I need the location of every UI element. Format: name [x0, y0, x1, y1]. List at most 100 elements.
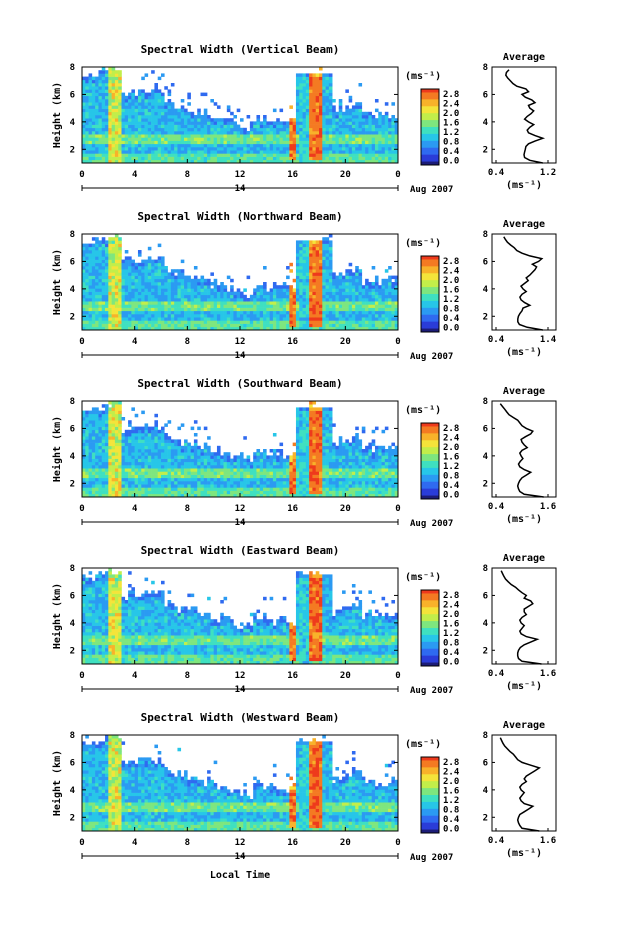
colorbar-tick-label: 1.6 [443, 285, 459, 295]
avg-x-tick-label: 1.6 [540, 836, 556, 846]
avg-x-tick-label: 0.4 [488, 502, 505, 512]
avg-y-tick-label: 8 [483, 564, 488, 574]
avg-y-tick-label: 8 [483, 397, 488, 407]
date-label: Aug 2007 [410, 853, 453, 863]
average-units: (ms⁻¹) [506, 848, 542, 859]
colorbar-tick-label: 2.0 [443, 276, 459, 286]
y-tick-label: 2 [70, 312, 75, 322]
colorbar-tick-label: 0.8 [443, 638, 459, 648]
avg-y-tick-label: 6 [483, 257, 488, 267]
colorbar-units: (ms⁻¹) [405, 739, 441, 750]
average-title: Average [503, 219, 545, 230]
avg-x-tick-label: 0.4 [488, 669, 505, 679]
colorbar [421, 757, 439, 833]
colorbar-tick-label: 2.4 [443, 433, 460, 443]
colorbar-tick-label: 2.4 [443, 99, 460, 109]
panel-4: Spectral Width (Eastward Beam)2468Height… [51, 544, 556, 696]
panel-title: Spectral Width (Vertical Beam) [141, 43, 340, 56]
colorbar-tick-label: 1.2 [443, 629, 459, 639]
avg-x-tick-label: 1.2 [540, 168, 556, 178]
colorbar-tick-label: 2.8 [443, 591, 459, 601]
x-tick-label: 20 [340, 838, 351, 848]
average-title: Average [503, 52, 545, 63]
colorbar-units: (ms⁻¹) [405, 238, 441, 249]
y-tick-label: 6 [70, 424, 75, 434]
avg-x-tick-label: 1.6 [540, 502, 556, 512]
avg-y-tick-label: 2 [483, 646, 488, 656]
y-axis-label: Height (km) [51, 583, 63, 649]
y-tick-label: 4 [70, 285, 76, 295]
x-tick-label: 8 [185, 838, 190, 848]
x-tick-label: 20 [340, 337, 351, 347]
avg-y-tick-label: 4 [483, 118, 489, 128]
x-tick-label: 8 [185, 337, 190, 347]
colorbar [421, 89, 439, 165]
colorbar [421, 423, 439, 499]
heatmap [82, 401, 398, 497]
y-axis-label: Height (km) [51, 416, 63, 482]
colorbar-tick-label: 0.4 [443, 815, 460, 825]
colorbar-tick-label: 2.4 [443, 266, 460, 276]
x-tick-label: 20 [340, 504, 351, 514]
avg-y-tick-label: 6 [483, 90, 488, 100]
colorbar-tick-label: 2.0 [443, 109, 459, 119]
colorbar-tick-label: 2.0 [443, 443, 459, 453]
avg-y-tick-label: 2 [483, 479, 488, 489]
avg-y-tick-label: 8 [483, 230, 488, 240]
y-axis-label: Height (km) [51, 750, 63, 816]
avg-y-tick-label: 8 [483, 731, 488, 741]
colorbar-tick-label: 0.0 [443, 657, 459, 667]
date-day-label: 14 [235, 351, 246, 361]
colorbar-tick-label: 2.8 [443, 758, 459, 768]
colorbar [421, 256, 439, 332]
panel-title: Spectral Width (Northward Beam) [137, 210, 342, 223]
average-line [500, 404, 543, 497]
avg-x-tick-label: 0.4 [488, 836, 505, 846]
average-frame [492, 234, 556, 330]
x-tick-label: 20 [340, 671, 351, 681]
panel-title: Spectral Width (Westward Beam) [141, 711, 340, 724]
y-axis-label: Height (km) [51, 82, 63, 148]
x-tick-label: 8 [185, 671, 190, 681]
average-line [504, 237, 543, 330]
average-line [506, 70, 543, 163]
x-tick-label: 12 [235, 170, 246, 180]
y-tick-label: 6 [70, 591, 75, 601]
y-tick-label: 8 [70, 731, 75, 741]
heatmap [82, 568, 398, 664]
colorbar [421, 590, 439, 666]
colorbar-tick-label: 2.8 [443, 424, 459, 434]
y-tick-label: 2 [70, 145, 75, 155]
x-tick-label: 4 [132, 337, 138, 347]
y-tick-label: 4 [70, 619, 76, 629]
average-units: (ms⁻¹) [506, 347, 542, 358]
x-tick-label: 0 [79, 671, 84, 681]
panel-5: Spectral Width (Westward Beam)2468Height… [51, 711, 556, 863]
average-units: (ms⁻¹) [506, 514, 542, 525]
y-tick-label: 4 [70, 786, 76, 796]
x-tick-label: 16 [287, 170, 298, 180]
date-day-label: 14 [235, 518, 246, 528]
x-tick-label: 4 [132, 671, 138, 681]
x-tick-label: 20 [340, 170, 351, 180]
date-label: Aug 2007 [410, 185, 453, 195]
x-tick-label: 0 [79, 337, 84, 347]
panel-2: Spectral Width (Northward Beam)2468Heigh… [51, 210, 557, 362]
colorbar-tick-label: 0.0 [443, 824, 459, 834]
x-tick-label: 4 [132, 170, 138, 180]
average-frame [492, 67, 556, 163]
date-label: Aug 2007 [410, 352, 453, 362]
panel-title: Spectral Width (Southward Beam) [137, 377, 342, 390]
colorbar-tick-label: 0.8 [443, 805, 459, 815]
heatmap [82, 67, 398, 163]
x-tick-label: 0 [395, 671, 400, 681]
colorbar-tick-label: 2.0 [443, 777, 459, 787]
y-tick-label: 2 [70, 479, 75, 489]
colorbar-tick-label: 1.2 [443, 295, 459, 305]
x-tick-label: 0 [79, 170, 84, 180]
x-tick-label: 8 [185, 504, 190, 514]
colorbar-units: (ms⁻¹) [405, 405, 441, 416]
colorbar-tick-label: 1.2 [443, 796, 459, 806]
colorbar-tick-label: 0.4 [443, 314, 460, 324]
